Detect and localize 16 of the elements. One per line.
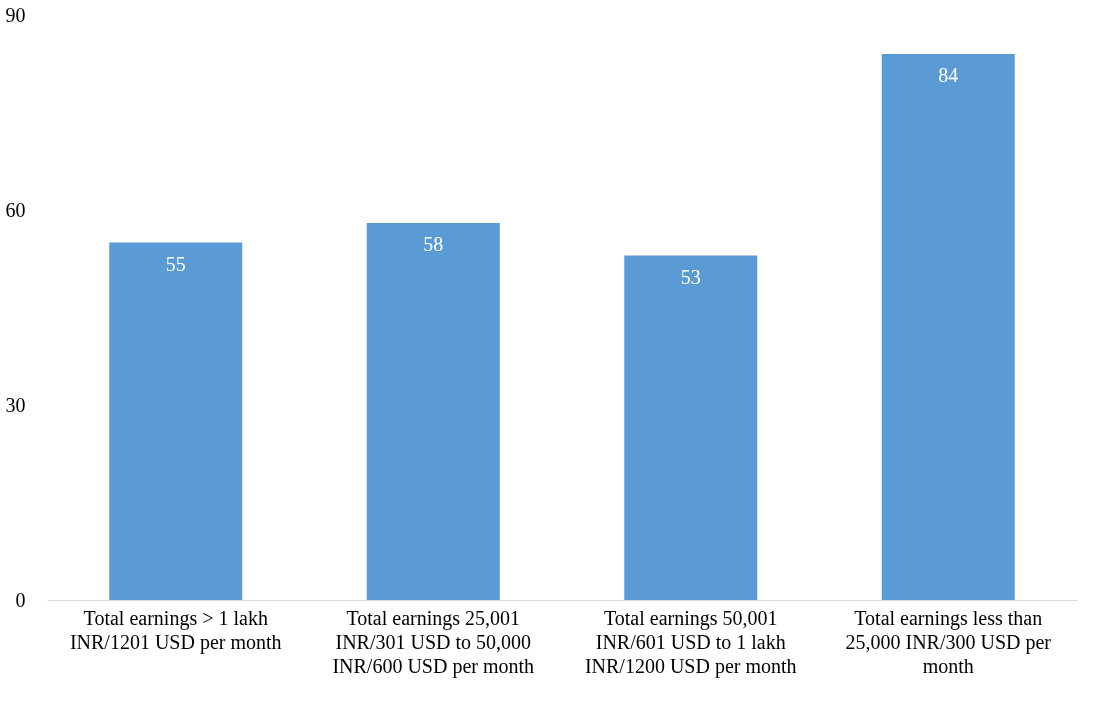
bar xyxy=(366,223,500,600)
bar xyxy=(624,255,758,600)
x-tick-label: Total earnings > 1 lakh INR/1201 USD per month xyxy=(69,606,282,654)
x-tick-label: Total earnings less than 25,000 INR/300 USD per month xyxy=(845,606,1052,677)
data-label: 58 xyxy=(423,233,444,255)
data-label: 84 xyxy=(938,64,959,86)
bar xyxy=(881,54,1015,600)
data-label: 53 xyxy=(680,265,701,288)
y-tick-label: 30 xyxy=(5,393,26,416)
x-tick-label: Total earnings 50,001 INR/601 USD to 1 lakh INR/1200 USD per month xyxy=(584,606,797,678)
y-tick-label: 0 xyxy=(15,588,26,611)
data-label: 55 xyxy=(165,252,186,275)
x-tick-label: Total earnings 25,001 INR/301 USD to 50,000 INR/600 USD per month xyxy=(332,606,535,678)
y-tick-label: 60 xyxy=(5,198,26,221)
y-tick-label: 90 xyxy=(5,3,26,26)
bar xyxy=(109,242,243,600)
